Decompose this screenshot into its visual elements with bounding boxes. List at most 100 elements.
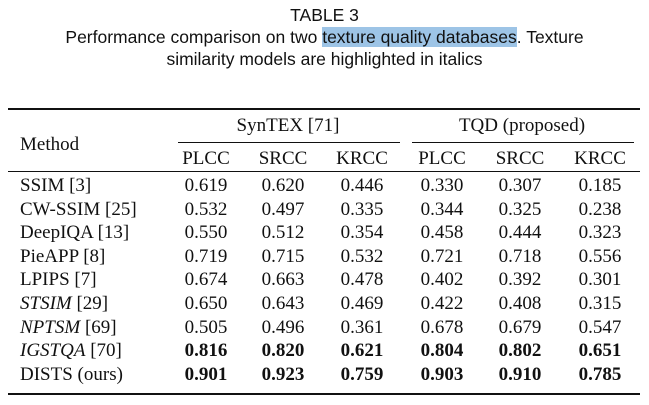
metric-value: 0.556 [578,245,622,267]
table-row: CW-SSIM [25] 0.532 0.497 0.335 0.344 0.325 0.2… [8,198,640,221]
metric-value: 0.651 [578,340,622,362]
table-row: NPTSM [69] 0.505 0.496 0.361 0.678 0.679 0.547 [8,316,640,339]
metric-value: 0.532 [184,198,228,220]
highlighted-text: texture quality databases [322,27,517,47]
metric-value: 0.678 [420,316,464,338]
metric-value: 0.323 [578,222,622,244]
metric-value: 0.512 [261,222,305,244]
method-citation: [13] [92,222,130,244]
metric-value: 0.550 [184,222,228,244]
metric-value: 0.820 [261,340,305,362]
method-label: SSIM [20,175,65,196]
method-name: LPIPS [7] [20,268,97,291]
metric-value: 0.446 [340,175,384,196]
metric-value: 0.469 [340,293,384,314]
table-row: IGSTQA [70] 0.816 0.820 0.621 0.804 0.802 0.65… [8,339,640,362]
metric-value: 0.621 [340,340,384,362]
metric-value: 0.923 [261,363,305,385]
method-name: STSIM [29] [20,292,108,315]
method-label: NPTSM [20,316,81,338]
metric-value: 0.408 [498,293,542,314]
method-citation: [7] [69,269,97,291]
metric-value: 0.715 [261,245,305,267]
column-header-krcc: KRCC [336,148,388,169]
method-label: PieAPP [20,245,79,267]
table-row: SSIM [3] 0.619 0.620 0.446 0.330 0.307 0.185 [8,174,640,197]
metric-value: 0.392 [498,269,542,291]
method-label: DISTS (ours) [20,363,123,385]
method-label: DeepIQA [20,222,93,244]
caption-line-1: Performance comparison on two texture qu… [0,26,649,48]
metric-value: 0.679 [498,316,542,338]
group-header-tqd: TQD (proposed) [458,115,586,136]
metric-value: 0.307 [498,175,542,196]
top-rule [8,108,640,110]
caption-text-start: Performance comparison on two [65,27,323,47]
metric-value: 0.785 [578,363,622,385]
method-name: IGSTQA [70] [20,339,122,362]
group-underline-syntex [178,142,400,143]
method-label: STSIM [20,293,72,314]
metric-value: 0.444 [498,222,542,244]
method-citation: [8] [78,245,106,267]
metric-value: 0.802 [498,340,542,362]
method-name: DISTS (ours) [20,363,123,386]
metric-value: 0.330 [420,175,464,196]
method-citation: [70] [85,340,122,362]
method-citation: [29] [71,293,109,314]
method-name: DeepIQA [13] [20,221,129,244]
caption-line-2: similarity models are highlighted in ita… [166,49,483,69]
method-label: CW-SSIM [20,198,101,220]
method-name: PieAPP [8] [20,245,105,268]
table-row: DISTS (ours) 0.901 0.923 0.759 0.903 0.910 0.7… [8,363,640,386]
metric-value: 0.497 [261,198,305,220]
metric-value: 0.361 [340,316,384,338]
table-label: TABLE 3 [290,5,359,25]
table-row: DeepIQA [13] 0.550 0.512 0.354 0.458 0.444 0.3… [8,221,640,244]
column-header-srcc: SRCC [495,148,545,169]
table-caption: TABLE 3 Performance comparison on two te… [0,4,649,70]
caption-text-end: . Texture [516,27,584,47]
method-citation: [3] [64,175,92,196]
metric-value: 0.663 [261,269,305,291]
metric-value: 0.910 [498,363,542,385]
method-name: CW-SSIM [25] [20,198,137,221]
method-name: SSIM [3] [20,174,91,197]
metric-value: 0.301 [578,269,622,291]
metric-value: 0.643 [261,293,305,314]
metric-value: 0.325 [498,198,542,220]
metric-value: 0.354 [340,222,384,244]
group-underline-tqd [412,142,634,143]
metric-value: 0.532 [340,245,384,267]
metric-value: 0.344 [420,198,464,220]
method-citation: [25] [100,198,137,220]
metric-value: 0.901 [184,363,228,385]
metric-value: 0.719 [184,245,228,267]
group-header-syntex: SynTEX [71] [236,115,340,136]
table-row: STSIM [29] 0.650 0.643 0.469 0.422 0.408 0.315 [8,292,640,315]
column-header-krcc: KRCC [574,148,626,169]
table-row: PieAPP [8] 0.719 0.715 0.532 0.721 0.718 0.556 [8,245,640,268]
method-name: NPTSM [69] [20,316,117,339]
method-label: IGSTQA [20,340,86,362]
table-row: LPIPS [7] 0.674 0.663 0.478 0.402 0.392 0.301 [8,268,640,291]
metric-value: 0.496 [261,316,305,338]
metric-value: 0.804 [420,340,464,362]
metric-value: 0.619 [184,175,228,196]
metric-value: 0.402 [420,269,464,291]
method-header: Method [20,134,80,155]
metric-value: 0.422 [420,293,464,314]
method-citation: [69] [80,316,117,338]
column-header-plcc: PLCC [418,148,466,169]
metric-value: 0.721 [420,245,464,267]
metric-value: 0.547 [578,316,622,338]
bottom-rule [8,393,640,395]
metric-value: 0.185 [578,175,622,196]
metric-value: 0.478 [340,269,384,291]
metric-value: 0.718 [498,245,542,267]
metric-value: 0.816 [184,340,228,362]
column-header-plcc: PLCC [182,148,230,169]
metric-value: 0.458 [420,222,464,244]
metric-value: 0.650 [184,293,228,314]
metric-value: 0.674 [184,269,228,291]
